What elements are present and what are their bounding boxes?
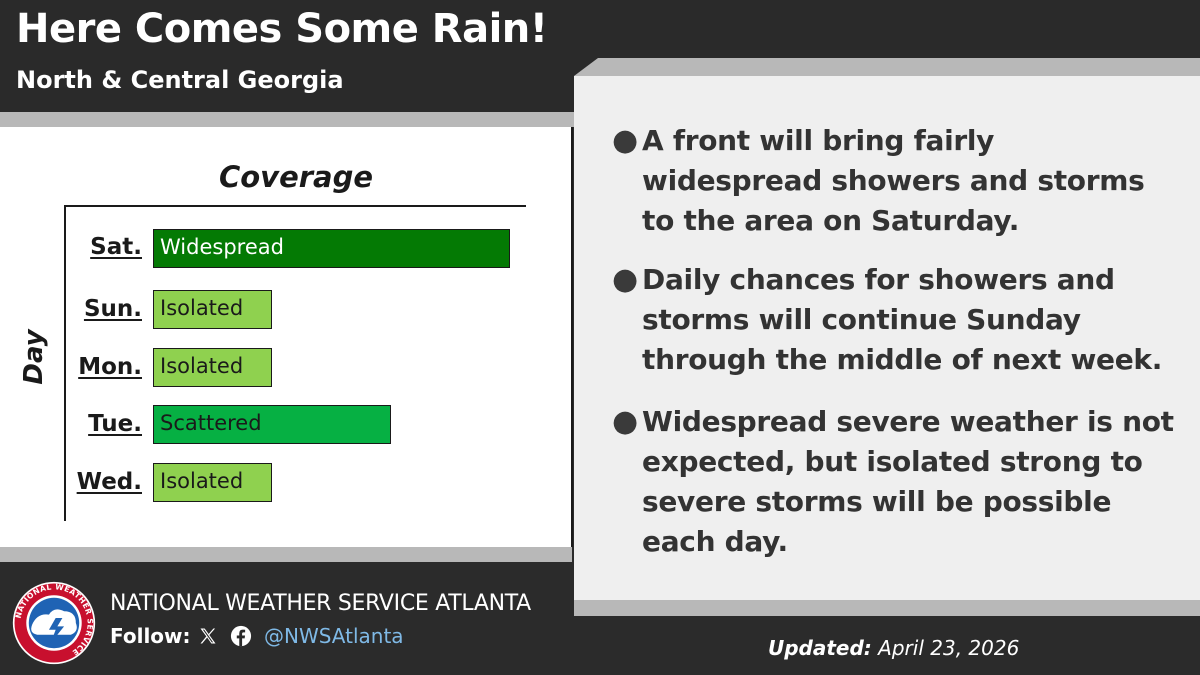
coverage-bar-label: Isolated — [160, 354, 244, 378]
bullet-dot-icon: ● — [612, 262, 639, 297]
updated-timestamp: Updated: April 23, 2026 — [768, 636, 1019, 660]
day-label: Mon. — [78, 354, 142, 380]
bullet-text: Daily chances for showers and storms wil… — [642, 263, 1163, 376]
left-bottom-stripe — [0, 547, 572, 562]
coverage-bar: Scattered — [153, 405, 391, 444]
updated-label: Updated: — [768, 636, 872, 660]
coverage-bar-label: Isolated — [160, 469, 244, 493]
right-top-stripe — [574, 58, 1200, 76]
bullet-text: A front will bring fairly widespread sho… — [642, 124, 1145, 237]
day-label: Sun. — [83, 296, 142, 322]
nws-logo: NATIONAL WEATHER SERVICE — [12, 581, 96, 665]
chart-panel — [0, 127, 572, 547]
coverage-bar-label: Widespread — [160, 235, 284, 259]
day-label: Sat. — [90, 234, 142, 260]
coverage-bar: Widespread — [153, 229, 510, 268]
left-top-stripe — [0, 112, 600, 127]
page-subtitle: North & Central Georgia — [16, 66, 344, 94]
right-bottom-stripe — [574, 600, 1200, 616]
org-name: NATIONAL WEATHER SERVICE ATLANTA — [110, 591, 531, 616]
facebook-icon[interactable] — [230, 625, 252, 647]
coverage-bar: Isolated — [153, 290, 272, 329]
coverage-bar-label: Scattered — [160, 411, 262, 435]
bullets-panel — [574, 76, 1200, 600]
y-axis-label: Day — [19, 329, 49, 385]
chart-top-axis-line — [64, 205, 526, 207]
bullet-text: Widespread severe weather is not expecte… — [642, 405, 1174, 558]
day-label: Wed. — [76, 469, 142, 495]
day-label: Tue. — [88, 411, 142, 437]
x-icon[interactable] — [198, 626, 218, 646]
coverage-bar-label: Isolated — [160, 296, 244, 320]
follow-label: Follow: — [110, 624, 191, 648]
updated-date: April 23, 2026 — [878, 636, 1020, 660]
bullet-dot-icon: ● — [612, 123, 639, 158]
page-title: Here Comes Some Rain! — [16, 6, 548, 52]
chart-y-axis-line — [64, 205, 66, 521]
social-handle[interactable]: @NWSAtlanta — [264, 624, 404, 648]
bullet-dot-icon: ● — [612, 404, 639, 439]
coverage-bar: Isolated — [153, 348, 272, 387]
panel-divider — [571, 127, 573, 547]
coverage-bar: Isolated — [153, 463, 272, 502]
chart-title: Coverage — [218, 160, 374, 194]
